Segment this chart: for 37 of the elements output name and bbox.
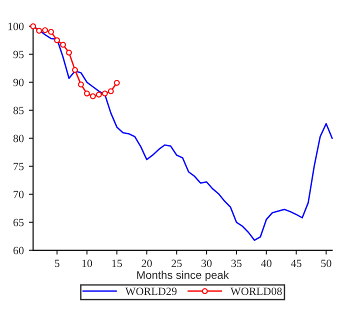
y-tick-label: 75: [14, 162, 24, 170]
y-tick-label: 100: [8, 22, 24, 30]
point: [42, 27, 48, 34]
point: [60, 42, 66, 48]
point: [114, 80, 120, 86]
point: [48, 28, 54, 35]
y-tick-label: 90: [13, 78, 24, 86]
x-tick-label: 35: [231, 260, 242, 268]
x-tick-label: 20: [142, 260, 152, 268]
point: [96, 92, 102, 98]
legend-label: WORLD08: [230, 288, 282, 296]
x-tick-label: 30: [202, 260, 212, 268]
point: [102, 90, 108, 96]
point: [84, 90, 90, 96]
y-tick-label: 85: [13, 106, 24, 114]
point: [72, 66, 78, 73]
point: [66, 50, 72, 56]
point: [36, 28, 42, 34]
x-tick-label: 40: [261, 260, 272, 268]
x-axis-title: Months since peak: [137, 270, 229, 282]
x-tick-label: 45: [290, 260, 302, 268]
x-tick-label: 5: [54, 260, 60, 268]
y-tick-label: 80: [13, 134, 24, 142]
x-tick-label: 15: [112, 260, 122, 268]
x-tick-label: 25: [172, 260, 182, 268]
point: [30, 23, 36, 30]
y-tick-label: 65: [13, 218, 24, 226]
point: [90, 93, 96, 100]
y-tick-label: 70: [14, 190, 24, 198]
x-tick-label: 50: [321, 260, 332, 268]
y-tick-label: 60: [13, 246, 24, 254]
point: [54, 37, 60, 44]
x-tick-label: 10: [82, 260, 92, 268]
legend-label: WORLD29: [125, 288, 177, 296]
point: [78, 82, 84, 88]
point: [108, 88, 114, 94]
y-tick-label: 95: [13, 50, 24, 58]
